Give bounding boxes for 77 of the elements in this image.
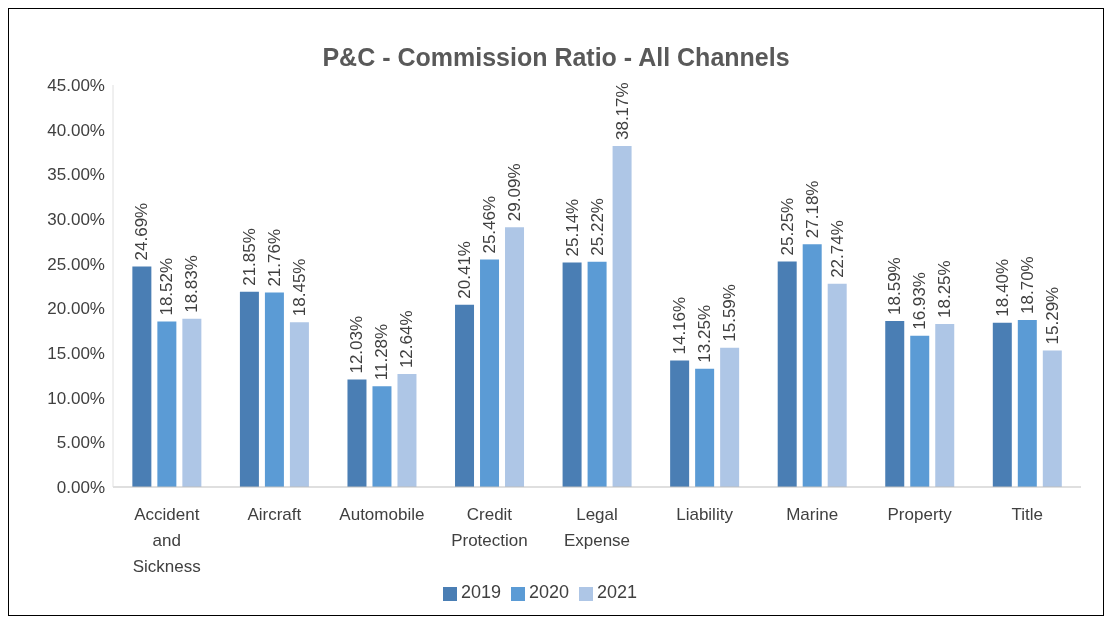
y-tick-label: 45.00% <box>47 76 105 96</box>
bar <box>802 244 822 487</box>
y-tick-label: 10.00% <box>47 388 105 408</box>
data-label: 29.09% <box>505 163 525 222</box>
bar <box>910 335 930 487</box>
y-tick-label: 15.00% <box>47 344 105 364</box>
data-label: 20.41% <box>455 241 475 299</box>
data-label: 18.70% <box>1017 256 1037 314</box>
data-label: 14.16% <box>670 296 690 355</box>
legend-label: 2021 <box>597 582 638 602</box>
bar <box>182 318 202 487</box>
bar <box>777 261 797 487</box>
y-tick-label: 20.00% <box>47 299 105 319</box>
bar <box>885 320 905 487</box>
x-tick-label: Automobile <box>339 505 425 524</box>
x-tick-label: Marine <box>786 505 839 524</box>
legend-label: 2019 <box>460 582 501 602</box>
data-label: 25.14% <box>562 198 582 257</box>
x-tick-label: Accident and Sickness <box>132 505 201 576</box>
data-label: 12.64% <box>397 310 417 369</box>
bar <box>480 259 500 487</box>
x-tick-label: Credit Protection <box>451 505 528 550</box>
data-label: 12.03% <box>347 315 367 374</box>
bar <box>505 227 525 487</box>
data-label: 22.74% <box>827 220 847 278</box>
data-label: 18.45% <box>289 258 309 317</box>
bar <box>455 304 475 487</box>
bar <box>720 347 740 487</box>
bar <box>372 386 392 487</box>
data-label: 21.85% <box>239 228 259 286</box>
data-label: 25.46% <box>480 195 500 254</box>
data-label: 11.28% <box>372 323 392 381</box>
bar <box>695 368 715 487</box>
data-label: 21.76% <box>264 228 284 287</box>
x-tick-label: Aircraft <box>247 505 302 524</box>
data-label: 13.25% <box>695 304 715 363</box>
y-tick-label: 30.00% <box>47 210 105 230</box>
bar <box>587 261 607 487</box>
x-tick-label: Title <box>1011 505 1043 524</box>
bar <box>132 266 152 487</box>
bar <box>1017 319 1037 487</box>
legend-label: 2020 <box>528 582 570 602</box>
bar <box>264 292 284 487</box>
data-label: 25.22% <box>587 198 607 256</box>
data-label: 38.17% <box>612 82 632 141</box>
bar <box>612 146 632 487</box>
bar <box>157 321 177 487</box>
x-tick-label: Legal Expense <box>563 505 631 550</box>
data-label: 18.83% <box>182 255 202 313</box>
data-label: 15.59% <box>720 284 740 342</box>
bar <box>992 322 1012 487</box>
y-tick-label: 25.00% <box>47 254 105 274</box>
bar <box>347 379 367 487</box>
x-tick-label: Liability <box>676 505 734 524</box>
data-label: 25.25% <box>777 197 797 256</box>
data-label: 24.69% <box>132 202 152 261</box>
data-label: 18.40% <box>992 258 1012 317</box>
y-tick-label: 5.00% <box>56 433 105 453</box>
data-label: 27.18% <box>802 180 822 239</box>
bar <box>1042 350 1062 487</box>
bar <box>670 360 690 487</box>
x-tick-label: Property <box>887 505 953 524</box>
y-tick-label: 40.00% <box>47 120 105 140</box>
data-label: 16.93% <box>910 272 930 330</box>
data-label: 18.52% <box>157 257 177 316</box>
bar <box>935 323 955 487</box>
bar <box>239 291 259 487</box>
bar <box>397 374 417 487</box>
bar <box>562 262 582 487</box>
y-tick-label: 0.00% <box>56 478 105 498</box>
data-label: 18.25% <box>935 260 955 318</box>
y-tick-label: 35.00% <box>47 165 105 185</box>
bar <box>827 283 847 487</box>
data-label: 15.29% <box>1042 286 1062 345</box>
data-label: 18.59% <box>885 257 905 315</box>
bar <box>289 322 309 487</box>
chart-title: P&C - Commission Ratio - All Channels <box>321 42 791 73</box>
